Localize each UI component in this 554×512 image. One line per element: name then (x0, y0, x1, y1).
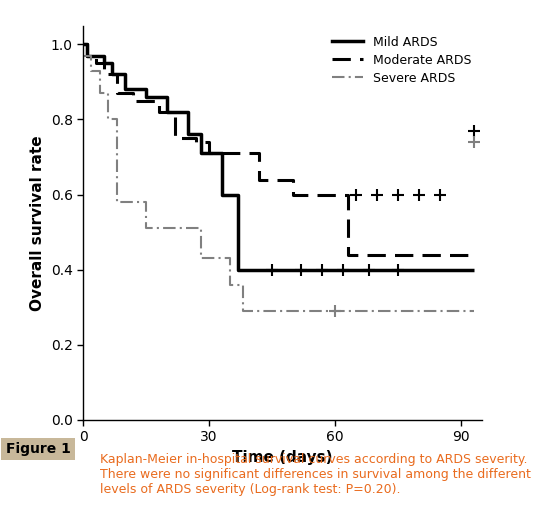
Text: Kaplan-Meier in-hospital survival curves according to ARDS severity. There were : Kaplan-Meier in-hospital survival curves… (100, 453, 531, 496)
X-axis label: Time (days): Time (days) (232, 450, 333, 465)
Legend: Mild ARDS, Moderate ARDS, Severe ARDS: Mild ARDS, Moderate ARDS, Severe ARDS (329, 32, 476, 89)
Y-axis label: Overall survival rate: Overall survival rate (30, 135, 45, 311)
Text: Figure 1: Figure 1 (6, 442, 70, 456)
